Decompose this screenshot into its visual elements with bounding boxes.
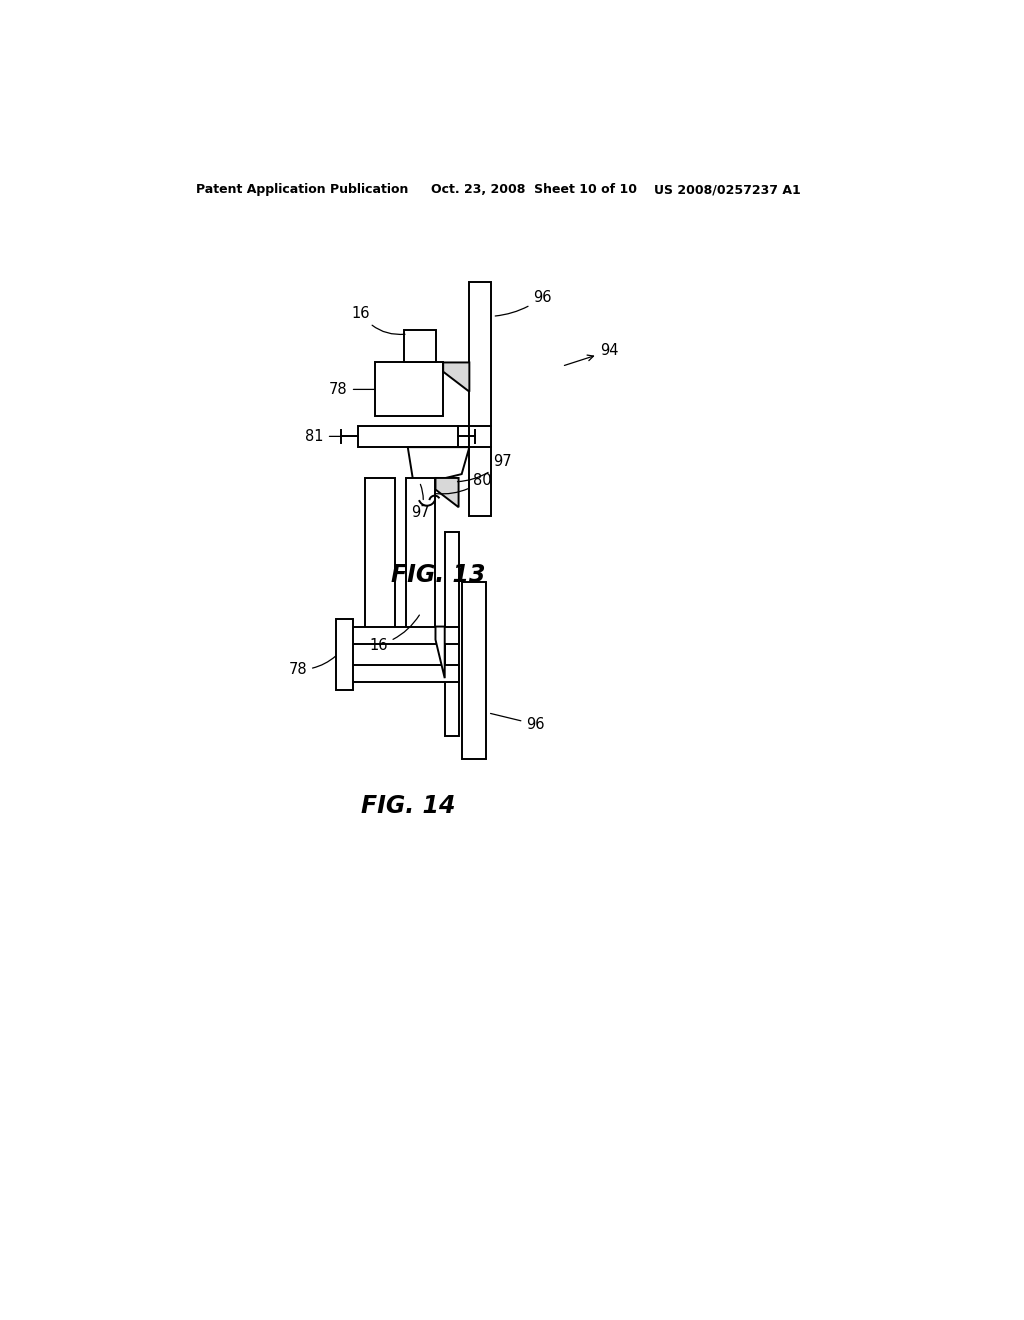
Text: 16: 16	[370, 615, 420, 652]
Text: 81: 81	[305, 429, 358, 444]
Bar	[357, 425, 458, 447]
Text: 96: 96	[496, 289, 552, 315]
Text: Oct. 23, 2008  Sheet 10 of 10: Oct. 23, 2008 Sheet 10 of 10	[431, 183, 637, 197]
Bar	[469, 281, 490, 516]
Text: 97: 97	[412, 484, 430, 520]
Text: 16: 16	[351, 306, 406, 334]
Polygon shape	[435, 627, 444, 678]
Text: FIG. 13: FIG. 13	[391, 562, 485, 586]
Polygon shape	[408, 447, 469, 486]
Text: 78: 78	[330, 381, 374, 397]
Polygon shape	[443, 363, 469, 392]
Text: 80: 80	[436, 473, 492, 494]
Bar	[444, 532, 459, 737]
Bar	[462, 582, 486, 759]
Bar	[346, 627, 459, 644]
Bar	[376, 363, 443, 416]
Text: FIG. 14: FIG. 14	[360, 793, 455, 817]
Text: 78: 78	[289, 656, 336, 677]
Polygon shape	[435, 478, 459, 507]
Bar	[346, 665, 459, 682]
Bar	[403, 330, 436, 363]
Text: 94: 94	[564, 343, 618, 366]
Text: US 2008/0257237 A1: US 2008/0257237 A1	[654, 183, 801, 197]
Bar	[366, 478, 394, 628]
Bar	[407, 478, 435, 628]
Text: Patent Application Publication: Patent Application Publication	[196, 183, 409, 197]
Text: 97: 97	[458, 454, 512, 482]
Bar	[336, 619, 353, 689]
Text: 96: 96	[490, 713, 545, 731]
